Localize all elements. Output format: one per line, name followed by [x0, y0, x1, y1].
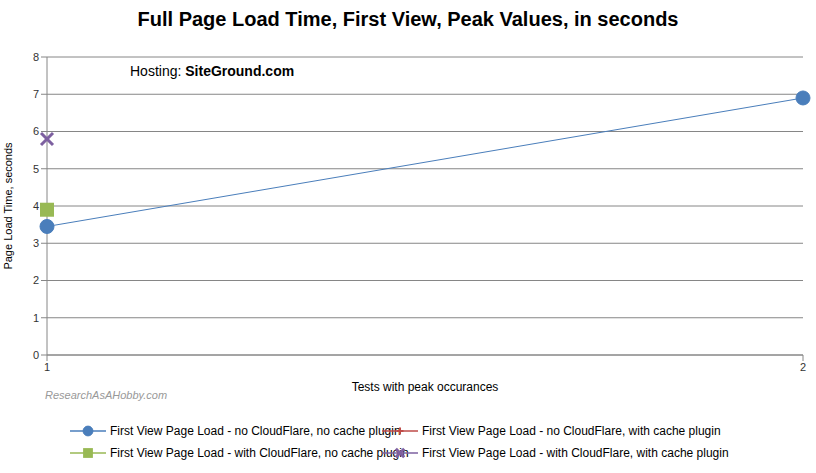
svg-text:5: 5 — [33, 163, 39, 175]
svg-text:7: 7 — [33, 88, 39, 100]
svg-text:0: 0 — [33, 349, 39, 361]
html-text:First View Page Load - no Clou: First View Page Load - no CloudFlare, wi… — [422, 424, 721, 438]
svg-text:2: 2 — [33, 274, 39, 286]
svg-text:1: 1 — [33, 312, 39, 324]
svg-text:3: 3 — [33, 237, 39, 249]
svg-text:1: 1 — [44, 361, 50, 373]
html-text:First View Page Load - with Cl: First View Page Load - with CloudFlare, … — [110, 446, 409, 460]
svg-text:Tests with peak occurances: Tests with peak occurances — [352, 380, 499, 394]
html-text:Full Page Load Time, First Vie: Full Page Load Time, First View, Peak Va… — [137, 8, 679, 30]
html-text:Hosting: SiteGround.com: Hosting: SiteGround.com — [130, 63, 295, 79]
html-text:First View Page Load - with Cl: First View Page Load - with CloudFlare, … — [422, 446, 729, 460]
html-text:ResearchAsAHobby.com: ResearchAsAHobby.com — [45, 389, 168, 401]
html-text:First View Page Load - no Clou: First View Page Load - no CloudFlare, no… — [110, 424, 401, 438]
svg-text:8: 8 — [33, 51, 39, 63]
svg-text:Page Load Time, seconds: Page Load Time, seconds — [8, 142, 14, 270]
svg-text:4: 4 — [33, 200, 39, 212]
svg-text:2: 2 — [800, 361, 806, 373]
svg-text:6: 6 — [33, 125, 39, 137]
